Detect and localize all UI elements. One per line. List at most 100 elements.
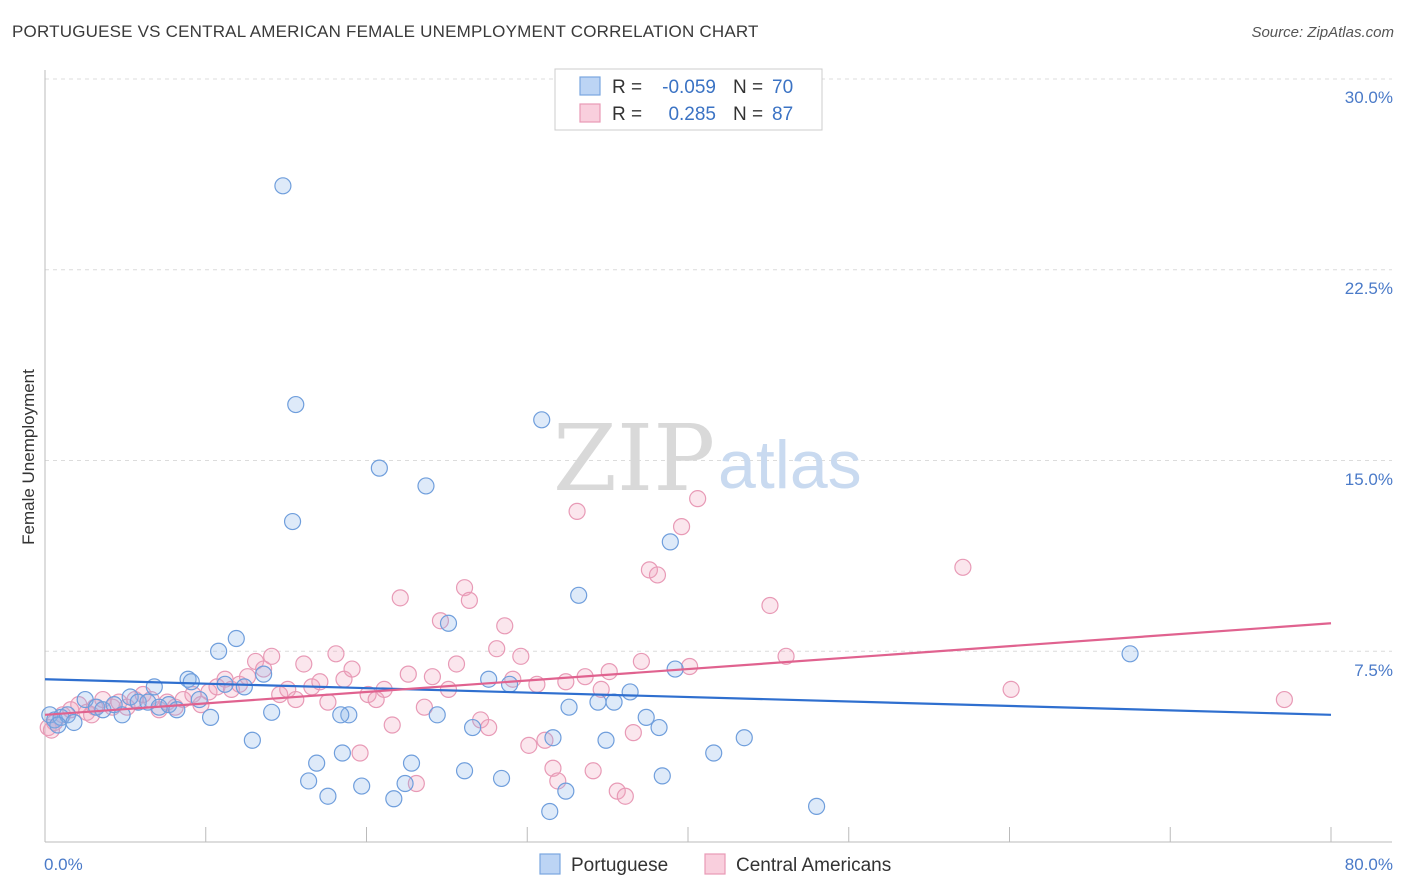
portuguese-point bbox=[210, 642, 228, 660]
central-point bbox=[480, 718, 498, 737]
portuguese-point bbox=[480, 670, 498, 688]
grid bbox=[45, 78, 1392, 652]
central-point bbox=[423, 668, 442, 686]
portuguese-point bbox=[605, 693, 623, 711]
portuguese-point bbox=[139, 693, 157, 711]
y-tick-label: 30.0% bbox=[1345, 88, 1393, 107]
legend-swatch-portuguese bbox=[579, 76, 601, 96]
central-point bbox=[391, 589, 409, 607]
central-point bbox=[455, 579, 474, 597]
x-tick-label-min: 0.0% bbox=[44, 855, 83, 874]
y-axis-title: Female Unemployment bbox=[19, 369, 38, 545]
central-point bbox=[351, 744, 369, 762]
portuguese-point bbox=[807, 797, 826, 815]
central-point bbox=[954, 558, 972, 576]
y-tick-label: 22.5% bbox=[1345, 279, 1393, 298]
portuguese-point bbox=[182, 673, 200, 691]
portuguese-point bbox=[735, 729, 753, 747]
portuguese-point bbox=[129, 693, 147, 711]
portuguese-point bbox=[650, 718, 668, 737]
portuguese-point bbox=[227, 629, 245, 648]
central-point bbox=[777, 647, 795, 665]
legend-r-value: -0.059 bbox=[662, 77, 716, 98]
portuguese-point bbox=[589, 693, 607, 711]
portuguese-point bbox=[1121, 645, 1139, 663]
central-point bbox=[383, 716, 401, 734]
trend-lines bbox=[44, 622, 1332, 716]
bottom-legend: Portuguese Central Americans bbox=[539, 853, 891, 876]
portuguese-point bbox=[621, 683, 639, 701]
central-point bbox=[544, 759, 562, 777]
central-point bbox=[399, 665, 417, 683]
portuguese-point bbox=[541, 802, 559, 821]
bottom-legend-swatch-portuguese bbox=[539, 853, 561, 875]
central-point bbox=[504, 670, 522, 688]
portuguese-point bbox=[500, 675, 519, 693]
portuguese-point bbox=[274, 177, 292, 195]
portuguese-point bbox=[439, 614, 458, 632]
legend-r-label: R = bbox=[612, 77, 642, 98]
y-tick-label: 15.0% bbox=[1345, 470, 1393, 489]
portuguese-point bbox=[201, 708, 220, 726]
central-point bbox=[263, 647, 281, 665]
central-point bbox=[1275, 690, 1293, 709]
portuguese-point bbox=[544, 729, 562, 747]
portuguese-point bbox=[243, 731, 261, 749]
portuguese-point bbox=[557, 782, 575, 800]
portuguese-point bbox=[417, 477, 435, 495]
portuguese-point bbox=[370, 459, 388, 477]
central-point bbox=[287, 690, 305, 709]
legend-swatch-central bbox=[579, 103, 601, 123]
chart-title: PORTUGUESE VS CENTRAL AMERICAN FEMALE UN… bbox=[12, 22, 759, 41]
legend-n-label: N = bbox=[733, 104, 763, 125]
portuguese-point bbox=[333, 744, 351, 762]
central-point bbox=[520, 736, 538, 754]
central-point bbox=[592, 680, 610, 699]
central-point bbox=[415, 698, 433, 716]
portuguese-point bbox=[263, 703, 281, 721]
bottom-legend-label-central: Central Americans bbox=[736, 855, 891, 876]
central-point bbox=[255, 660, 273, 678]
x-ticks bbox=[44, 827, 1332, 842]
portuguese-point bbox=[353, 777, 371, 795]
portuguese-point bbox=[463, 718, 482, 737]
portuguese-point bbox=[570, 586, 588, 604]
source-label: Source: ZipAtlas.com bbox=[1251, 24, 1394, 41]
watermark-zip: ZIP bbox=[553, 405, 715, 512]
portuguese-point bbox=[661, 533, 679, 551]
central-point bbox=[584, 762, 602, 780]
portuguese-point bbox=[319, 787, 337, 805]
central-point bbox=[1002, 680, 1020, 699]
central-point bbox=[672, 518, 691, 536]
trend-line-central bbox=[44, 622, 1332, 716]
portuguese-point bbox=[235, 678, 253, 696]
central-point bbox=[632, 652, 650, 671]
portuguese-point bbox=[705, 744, 723, 762]
portuguese-point bbox=[332, 706, 350, 724]
portuguese-point bbox=[653, 767, 671, 785]
central-point bbox=[319, 693, 337, 711]
portuguese-point bbox=[637, 708, 655, 726]
central-point bbox=[616, 787, 634, 805]
central-point bbox=[327, 645, 345, 663]
trend-line-portuguese bbox=[44, 678, 1332, 716]
portuguese-point bbox=[287, 395, 305, 414]
legend: R = -0.059 N = 70 R = 0.285 N = 87 bbox=[554, 68, 823, 131]
portuguese-point bbox=[428, 706, 446, 724]
portuguese-point bbox=[533, 411, 551, 429]
portuguese-point bbox=[396, 774, 414, 793]
portuguese-point bbox=[283, 512, 302, 531]
central-point bbox=[295, 655, 313, 673]
x-tick-label-max: 80.0% bbox=[1345, 855, 1393, 874]
central-point bbox=[447, 655, 466, 673]
portuguese-point bbox=[560, 698, 578, 716]
bottom-legend-label-portuguese: Portuguese bbox=[571, 855, 668, 876]
legend-n-value: 70 bbox=[772, 77, 793, 98]
central-point bbox=[460, 591, 478, 609]
legend-r-label: R = bbox=[612, 104, 642, 125]
y-tick-label: 7.5% bbox=[1354, 661, 1393, 680]
legend-n-label: N = bbox=[733, 77, 763, 98]
bottom-legend-swatch-central bbox=[704, 853, 726, 875]
central-point bbox=[648, 566, 667, 584]
